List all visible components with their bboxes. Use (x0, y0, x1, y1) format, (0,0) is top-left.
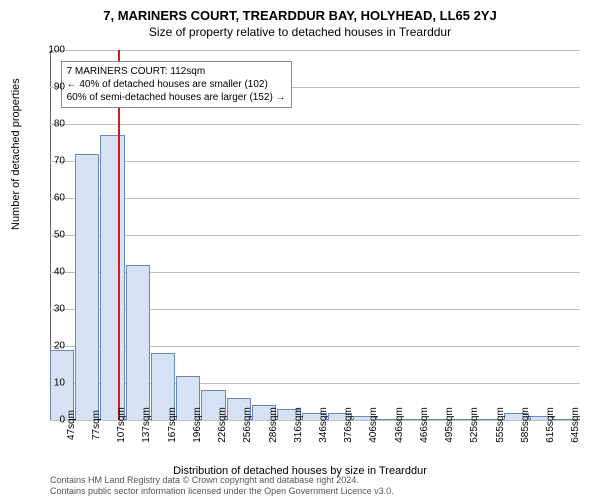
y-tick-label: 90 (54, 82, 65, 93)
x-tick-label: 137sqm (141, 407, 152, 443)
footnote-line2: Contains public sector information licen… (50, 486, 394, 497)
y-tick-label: 0 (59, 415, 65, 426)
x-tick-label: 495sqm (444, 407, 455, 443)
x-tick-label: 555sqm (495, 407, 506, 443)
gridline (50, 235, 580, 236)
y-tick-label: 40 (54, 267, 65, 278)
x-tick-label: 316sqm (293, 407, 304, 443)
x-tick-label: 256sqm (242, 407, 253, 443)
gridline (50, 198, 580, 199)
footnote: Contains HM Land Registry data © Crown c… (50, 475, 394, 497)
x-tick-label: 525sqm (469, 407, 480, 443)
y-tick-label: 50 (54, 230, 65, 241)
histogram-bar (75, 154, 99, 420)
x-tick-label: 406sqm (368, 407, 379, 443)
y-tick-label: 10 (54, 378, 65, 389)
y-axis-label: Number of detached properties (10, 78, 22, 230)
chart-title-main: 7, MARINERS COURT, TREARDDUR BAY, HOLYHE… (0, 0, 600, 23)
x-tick-label: 346sqm (318, 407, 329, 443)
x-tick-label: 167sqm (167, 407, 178, 443)
histogram-bar (100, 135, 124, 420)
y-tick-label: 30 (54, 304, 65, 315)
annotation-line: ← 40% of detached houses are smaller (10… (67, 78, 286, 91)
x-tick-label: 436sqm (394, 407, 405, 443)
y-tick-label: 20 (54, 341, 65, 352)
chart-plot-area: 7 MARINERS COURT: 112sqm← 40% of detache… (50, 50, 580, 420)
x-tick-label: 645sqm (570, 407, 581, 443)
x-tick-label: 466sqm (419, 407, 430, 443)
y-tick-label: 70 (54, 156, 65, 167)
x-tick-label: 47sqm (66, 410, 77, 440)
annotation-box: 7 MARINERS COURT: 112sqm← 40% of detache… (61, 61, 292, 108)
annotation-line: 60% of semi-detached houses are larger (… (67, 91, 286, 104)
x-tick-label: 77sqm (91, 410, 102, 440)
y-tick-label: 100 (48, 45, 65, 56)
y-tick-label: 80 (54, 119, 65, 130)
annotation-line: 7 MARINERS COURT: 112sqm (67, 65, 286, 78)
gridline (50, 161, 580, 162)
x-tick-label: 196sqm (192, 407, 203, 443)
x-tick-label: 286sqm (268, 407, 279, 443)
gridline (50, 124, 580, 125)
x-tick-label: 615sqm (545, 407, 556, 443)
chart-title-sub: Size of property relative to detached ho… (0, 23, 600, 39)
x-tick-label: 376sqm (343, 407, 354, 443)
y-tick-label: 60 (54, 193, 65, 204)
footnote-line1: Contains HM Land Registry data © Crown c… (50, 475, 394, 486)
x-tick-label: 107sqm (116, 407, 127, 443)
gridline (50, 50, 580, 51)
x-tick-label: 226sqm (217, 407, 228, 443)
histogram-bar (126, 265, 150, 420)
x-tick-label: 585sqm (520, 407, 531, 443)
